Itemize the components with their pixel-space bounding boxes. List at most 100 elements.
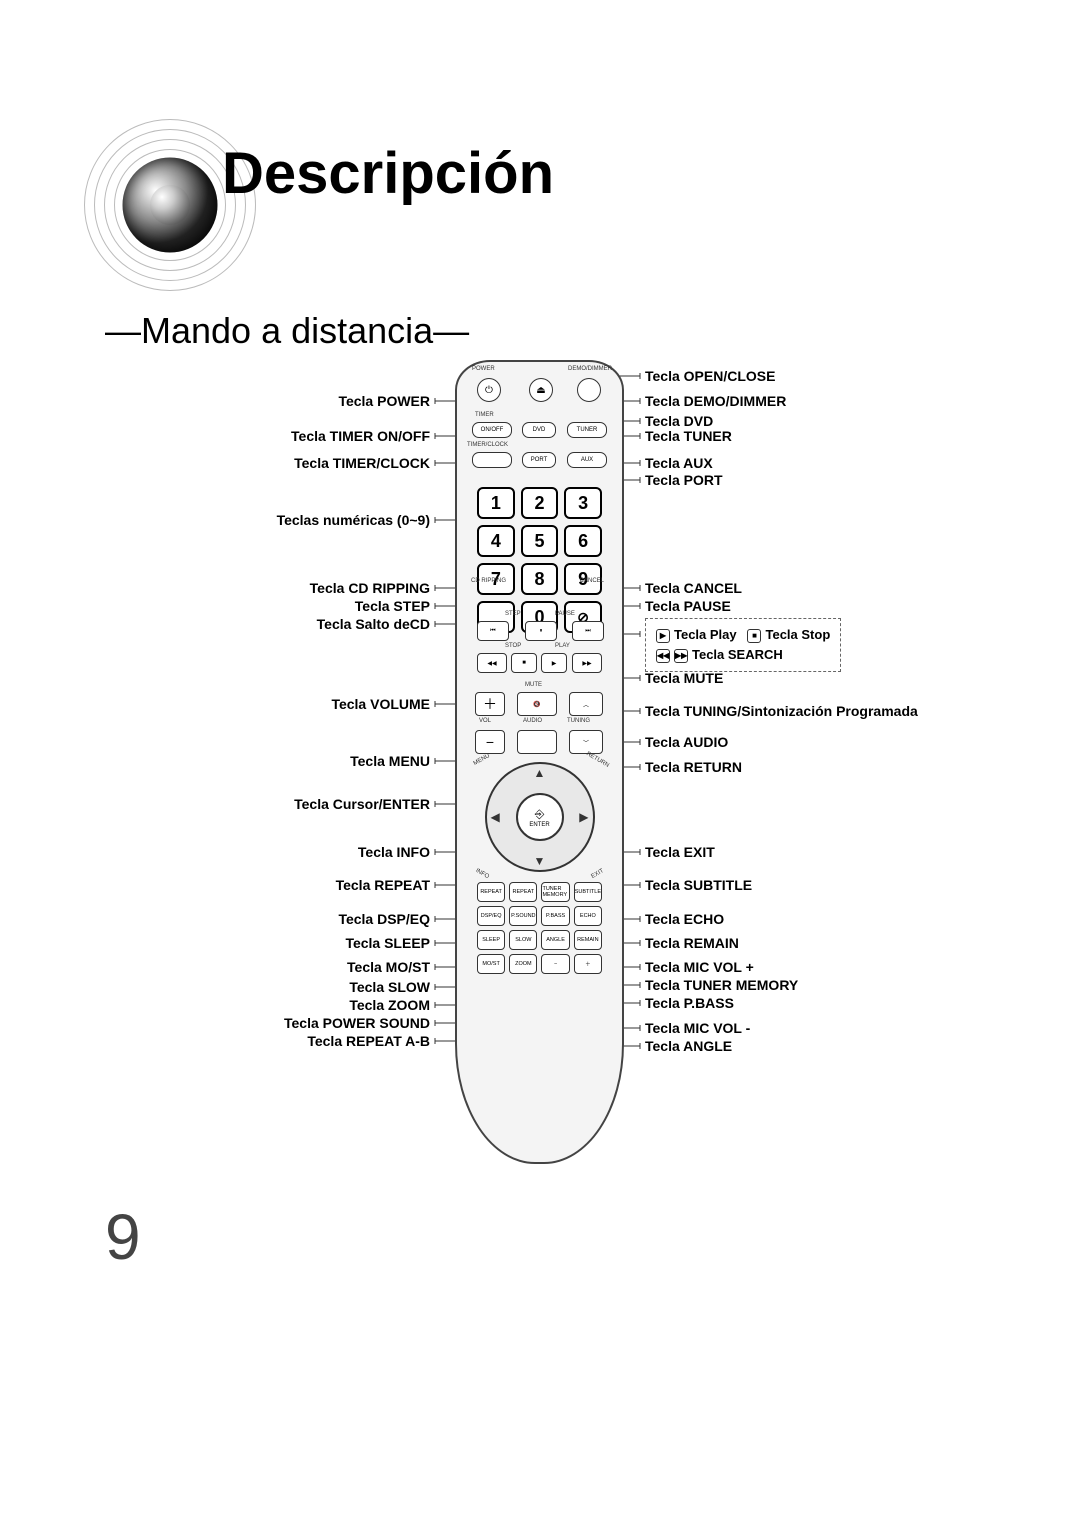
left-label-7: Tecla VOLUME xyxy=(331,696,430,712)
label-pause: PAUSE xyxy=(555,611,575,617)
num-3-button[interactable]: 3 xyxy=(564,487,602,519)
left-label-4: Tecla CD RIPPING xyxy=(310,580,430,596)
sleep-button[interactable]: SLEEP xyxy=(477,930,505,950)
right-label-15: Tecla ECHO xyxy=(645,911,724,927)
enter-label: ENTER xyxy=(529,822,549,828)
right-label-10: Tecla TUNING/Sintonización Programada xyxy=(645,703,918,719)
remote-body: POWER DEMO/DIMMER ⏻ ⏏ TIMER ON/OFF DVD T… xyxy=(455,360,624,1164)
manual-page: Descripción —Mando a distancia— POWER DE… xyxy=(0,0,1080,1527)
num-8-button[interactable]: 8 xyxy=(521,563,559,595)
right-label-21: Tecla ANGLE xyxy=(645,1038,732,1054)
right-label-9: Tecla MUTE xyxy=(645,670,723,686)
rewind-button[interactable]: ◀◀ xyxy=(477,653,507,673)
label-timer: TIMER xyxy=(475,412,494,418)
left-label-6: Tecla Salto deCD xyxy=(317,616,430,632)
tuner-memory-button[interactable]: TUNER MEMORY xyxy=(541,882,569,902)
dpad-left[interactable]: ◀ xyxy=(491,810,500,824)
vol-down-button[interactable]: − xyxy=(475,730,505,754)
pause-button[interactable]: ⏸ xyxy=(525,621,557,641)
numeric-keypad: 1234567890⊘ xyxy=(477,487,602,633)
left-label-5: Tecla STEP xyxy=(355,598,430,614)
label-play: PLAY xyxy=(555,643,570,649)
play-button[interactable]: ▶ xyxy=(541,653,567,673)
timer-onoff-button[interactable]: ON/OFF xyxy=(472,422,512,438)
num-4-button[interactable]: 4 xyxy=(477,525,515,557)
left-label-0: Tecla POWER xyxy=(338,393,430,409)
label-demo-dimmer: DEMO/DIMMER xyxy=(568,366,612,372)
demo-dimmer-button[interactable] xyxy=(577,378,601,402)
enter-icon: ⎆ xyxy=(535,807,545,822)
right-label-17: Tecla MIC VOL + xyxy=(645,959,754,975)
label-cancel: CANCEL xyxy=(580,578,604,584)
play-stop-search-box: ▶Tecla Play ■Tecla Stop◀◀▶▶Tecla SEARCH xyxy=(645,618,841,672)
tuning-up-button[interactable]: ︿ xyxy=(569,692,603,716)
right-label-14: Tecla SUBTITLE xyxy=(645,877,752,893)
dpad-down[interactable]: ▼ xyxy=(534,854,546,868)
skip-next-button[interactable]: ⏭ xyxy=(572,621,604,641)
label-cd-ripping: CD RIPPING xyxy=(471,578,506,584)
left-label-8: Tecla MENU xyxy=(350,753,430,769)
subtitle-button[interactable]: SUBTITLE xyxy=(574,882,602,902)
dpad-up[interactable]: ▲ xyxy=(534,766,546,780)
vol-up-button[interactable]: ＋ xyxy=(475,692,505,716)
left-label-15: Tecla SLOW xyxy=(349,979,430,995)
num-2-button[interactable]: 2 xyxy=(521,487,559,519)
right-label-3: Tecla TUNER xyxy=(645,428,732,444)
right-label-11: Tecla AUDIO xyxy=(645,734,728,750)
left-label-14: Tecla MO/ST xyxy=(347,959,430,975)
right-label-7: Tecla PAUSE xyxy=(645,598,731,614)
repeat-button[interactable]: REPEAT xyxy=(477,882,505,902)
tuning-down-button[interactable]: ﹀ xyxy=(569,730,603,754)
remote-diagram: POWER DEMO/DIMMER ⏻ ⏏ TIMER ON/OFF DVD T… xyxy=(60,360,1020,1190)
right-label-13: Tecla EXIT xyxy=(645,844,715,860)
left-label-1: Tecla TIMER ON/OFF xyxy=(291,428,430,444)
remain-button[interactable]: REMAIN xyxy=(574,930,602,950)
dpad-right[interactable]: ▶ xyxy=(579,810,588,824)
right-label-0: Tecla OPEN/CLOSE xyxy=(645,368,775,384)
label-vol: VOL xyxy=(479,718,491,724)
label-mute: MUTE xyxy=(525,682,542,688)
right-label-16: Tecla REMAIN xyxy=(645,935,739,951)
timer-clock-button[interactable] xyxy=(472,452,512,468)
p-sound-button[interactable]: P.SOUND xyxy=(509,906,537,926)
repeat-button[interactable]: REPEAT xyxy=(509,882,537,902)
page-number: 9 xyxy=(105,1200,141,1274)
mute-button[interactable]: 🔇 xyxy=(517,692,557,716)
right-label-18: Tecla TUNER MEMORY xyxy=(645,977,798,993)
echo-button[interactable]: ECHO xyxy=(574,906,602,926)
label-info: INFO xyxy=(474,868,489,880)
dpad: ▲ ▼ ◀ ▶ ⎆ ENTER MENU RETURN INFO EXIT xyxy=(485,762,595,872)
num-5-button[interactable]: 5 xyxy=(521,525,559,557)
mic-vol-button[interactable]: − xyxy=(541,954,569,974)
right-label-6: Tecla CANCEL xyxy=(645,580,742,596)
aux-button[interactable]: AUX xyxy=(567,452,607,468)
p-bass-button[interactable]: P.BASS xyxy=(541,906,569,926)
right-label-4: Tecla AUX xyxy=(645,455,713,471)
zoom-button[interactable]: ZOOM xyxy=(509,954,537,974)
mo-st-button[interactable]: MO/ST xyxy=(477,954,505,974)
angle-button[interactable]: ANGLE xyxy=(541,930,569,950)
skip-prev-button[interactable]: ⏮ xyxy=(477,621,509,641)
label-menu: MENU xyxy=(472,753,490,767)
audio-button[interactable] xyxy=(517,730,557,754)
tuner-button[interactable]: TUNER xyxy=(567,422,607,438)
open-close-button[interactable]: ⏏ xyxy=(529,378,553,402)
left-label-13: Tecla SLEEP xyxy=(345,935,430,951)
forward-button[interactable]: ▶▶ xyxy=(572,653,602,673)
dvd-button[interactable]: DVD xyxy=(522,422,556,438)
power-button[interactable]: ⏻ xyxy=(477,378,501,402)
slow-button[interactable]: SLOW xyxy=(509,930,537,950)
left-label-2: Tecla TIMER/CLOCK xyxy=(294,455,430,471)
btn-button[interactable]: ＋ xyxy=(574,954,602,974)
num-6-button[interactable]: 6 xyxy=(564,525,602,557)
port-button[interactable]: PORT xyxy=(522,452,556,468)
label-timer-clock: TIMER/CLOCK xyxy=(467,442,508,448)
enter-button[interactable]: ⎆ ENTER xyxy=(516,793,564,841)
left-label-9: Tecla Cursor/ENTER xyxy=(294,796,430,812)
label-tuning: TUNING xyxy=(567,718,590,724)
left-label-11: Tecla REPEAT xyxy=(336,877,430,893)
label-step: STEP xyxy=(505,611,521,617)
num-1-button[interactable]: 1 xyxy=(477,487,515,519)
dsp-eq-button[interactable]: DSP/EQ xyxy=(477,906,505,926)
stop-button[interactable]: ■ xyxy=(511,653,537,673)
